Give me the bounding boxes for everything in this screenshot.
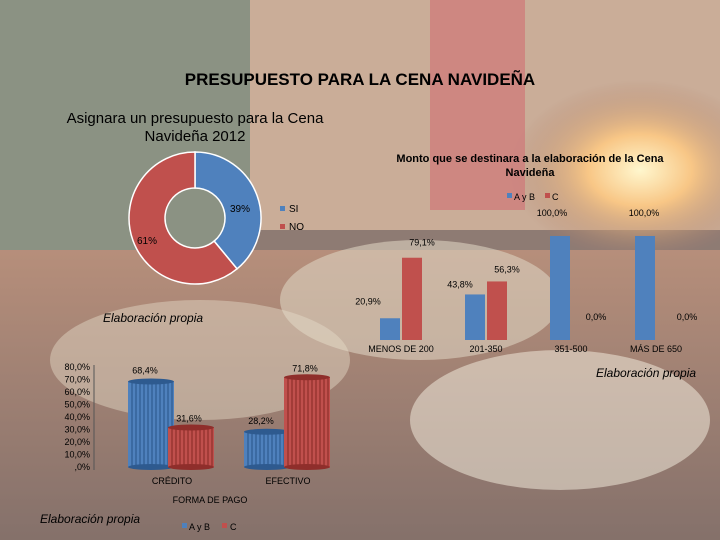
cyl-xlabel: FORMA DE PAGO bbox=[173, 495, 248, 505]
cyl-legend-label-ayb: A y B bbox=[189, 522, 210, 532]
bar-chart-title: Monto que se destinara a la elaboración … bbox=[396, 153, 664, 179]
cyl-legend-label-c: C bbox=[230, 522, 237, 532]
bar-label-0-c: 79,1% bbox=[409, 238, 435, 248]
doughnut-legend: SI NO bbox=[280, 204, 304, 233]
bar-0-ayb bbox=[380, 318, 400, 340]
legend-label-si: SI bbox=[289, 204, 298, 215]
cyl-ytick-label: 60,0% bbox=[64, 387, 90, 397]
cyl-ytick-label: 70,0% bbox=[64, 375, 90, 385]
legend-swatch-c bbox=[545, 193, 550, 198]
bar-category-label: 351-500 bbox=[554, 344, 587, 354]
legend-swatch-no bbox=[280, 224, 285, 229]
legend-swatch-si bbox=[280, 206, 285, 211]
bar-1-c bbox=[487, 281, 507, 340]
cylinder-1-c-label: 71,8% bbox=[292, 363, 318, 373]
bar-0-c bbox=[402, 257, 422, 340]
bar-1-ayb bbox=[465, 294, 485, 340]
cyl-category-label: EFECTIVO bbox=[265, 476, 310, 486]
cyl-ytick-label: 50,0% bbox=[64, 400, 90, 410]
cyl-ytick-label: 80,0% bbox=[64, 362, 90, 372]
page-title: PRESUPUESTO PARA LA CENA NAVIDEÑA bbox=[184, 70, 536, 89]
bar-2-ayb bbox=[550, 236, 570, 340]
cyl-ytick-label: ,0% bbox=[74, 462, 90, 472]
cyl-ytick-label: 20,0% bbox=[64, 437, 90, 447]
legend-label-no: NO bbox=[289, 222, 304, 233]
cylinder-1-ayb-label: 28,2% bbox=[248, 416, 274, 426]
bar-label-1-c: 56,3% bbox=[494, 264, 520, 274]
bar-label-3-ayb: 100,0% bbox=[629, 208, 660, 218]
bar-label-1-ayb: 43,8% bbox=[447, 279, 473, 289]
bar-category-label: MENOS DE 200 bbox=[368, 344, 434, 354]
bar-label-2-c: 0,0% bbox=[586, 312, 607, 322]
bar-category-label: 201-350 bbox=[469, 344, 502, 354]
cyl-category-label: CRÉDITO bbox=[152, 476, 192, 486]
doughnut-slice-si bbox=[194, 151, 262, 270]
cylinder-0-ayb bbox=[128, 378, 174, 470]
bar-category-label: MÁS DE 650 bbox=[630, 344, 682, 354]
bar-label-2-ayb: 100,0% bbox=[537, 208, 568, 218]
doughnut-slice-no bbox=[128, 151, 239, 285]
bar-chart-source: Elaboración propia bbox=[596, 366, 697, 380]
cylinder-0-c-label: 31,6% bbox=[176, 414, 202, 424]
legend-label-ayb: A y B bbox=[514, 192, 535, 202]
cyl-legend-swatch-c bbox=[222, 523, 227, 528]
cylinder-0-ayb-label: 68,4% bbox=[132, 366, 158, 376]
bar-legend: A y B C bbox=[507, 192, 559, 202]
legend-swatch-ayb bbox=[507, 193, 512, 198]
cylinder-1-c bbox=[284, 374, 330, 470]
cyl-ytick-label: 30,0% bbox=[64, 425, 90, 435]
cyl-legend: A y B C bbox=[182, 522, 237, 532]
doughnut-value-label-si: 39% bbox=[230, 204, 250, 215]
doughnut-source: Elaboración propia bbox=[103, 311, 204, 325]
bar-3-ayb bbox=[635, 236, 655, 340]
bar-label-0-ayb: 20,9% bbox=[355, 296, 381, 306]
cyl-ytick-label: 40,0% bbox=[64, 412, 90, 422]
bar-label-3-c: 0,0% bbox=[677, 312, 698, 322]
cyl-chart-source: Elaboración propia bbox=[40, 512, 141, 526]
legend-label-c: C bbox=[552, 192, 559, 202]
page-subtitle: Asignara un presupuesto para la Cena Nav… bbox=[66, 110, 324, 145]
cyl-legend-swatch-ayb bbox=[182, 523, 187, 528]
doughnut-value-label-no: 61% bbox=[137, 236, 157, 247]
cylinder-1-ayb bbox=[244, 428, 290, 470]
cylinder-0-c bbox=[168, 424, 214, 470]
cyl-ytick-label: 10,0% bbox=[64, 450, 90, 460]
